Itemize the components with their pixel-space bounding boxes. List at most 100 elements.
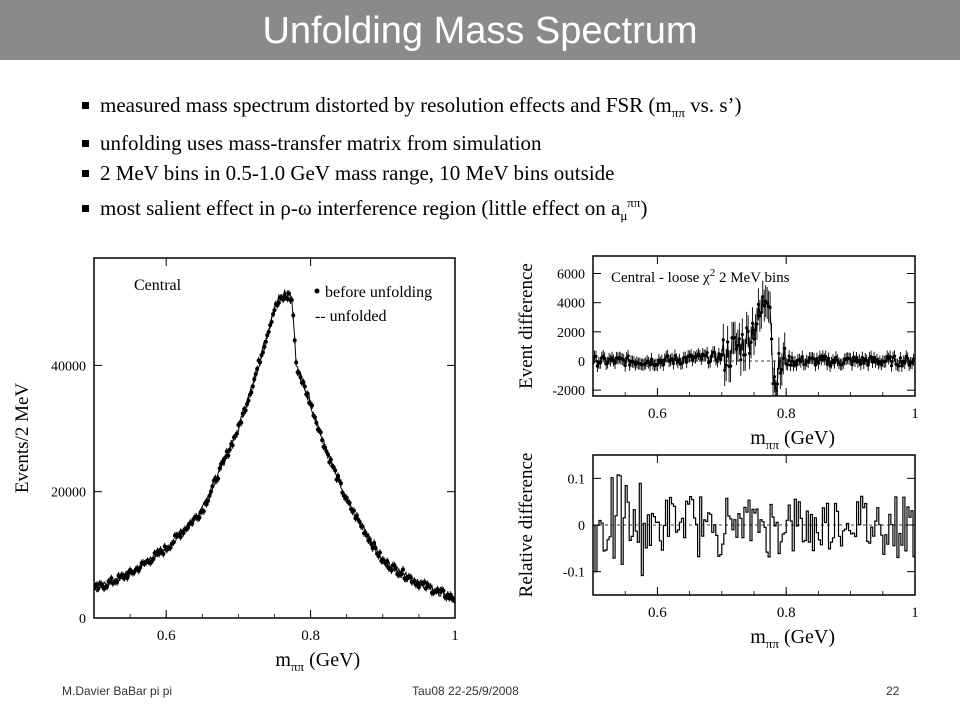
data-point bbox=[258, 360, 263, 365]
data-point bbox=[298, 375, 303, 380]
data-point bbox=[336, 473, 341, 478]
data-point bbox=[210, 484, 215, 489]
data-point bbox=[399, 572, 404, 577]
y-tick-label: -0.1 bbox=[563, 566, 585, 581]
x-axis-label: mππ (GeV) bbox=[750, 626, 835, 651]
x-label-sub: ππ bbox=[766, 636, 780, 651]
data-point bbox=[96, 586, 101, 591]
x-tick-label: 0.6 bbox=[648, 605, 667, 621]
data-point bbox=[347, 500, 352, 505]
x-tick-label: 1 bbox=[911, 406, 919, 422]
data-point bbox=[364, 533, 369, 538]
x-label-sub: ππ bbox=[291, 659, 305, 674]
data-point bbox=[217, 466, 222, 471]
panel-label-sup: 2 bbox=[710, 267, 716, 279]
bullet-item: most salient effect in ρ-ω interference … bbox=[82, 188, 742, 231]
x-label-sub: ππ bbox=[766, 437, 780, 452]
bullet-square-icon bbox=[82, 102, 89, 109]
data-point bbox=[453, 599, 455, 604]
data-point bbox=[230, 443, 235, 448]
legend-label-before: before unfolding bbox=[325, 284, 432, 301]
data-point bbox=[255, 366, 260, 371]
y-axis-label: Event difference bbox=[516, 263, 537, 389]
data-point bbox=[367, 537, 372, 542]
x-label-base: m bbox=[750, 427, 766, 449]
data-point bbox=[115, 580, 120, 585]
y-tick-label: 40000 bbox=[51, 359, 86, 374]
legend-label-unfolded: -- unfolded bbox=[315, 308, 387, 325]
footer-conference: Tau08 22-25/9/2008 bbox=[412, 684, 519, 698]
data-point bbox=[377, 550, 382, 555]
x-tick-label: 0.6 bbox=[648, 406, 667, 422]
data-point bbox=[197, 515, 202, 520]
data-point bbox=[325, 452, 330, 457]
bullet-item: 2 MeV bins in 0.5-1.0 GeV mass range, 10… bbox=[82, 158, 742, 188]
y-axis-label: Relative difference bbox=[516, 453, 537, 598]
data-point bbox=[370, 546, 375, 551]
data-point bbox=[441, 588, 446, 593]
data-point bbox=[289, 298, 294, 303]
x-label-unit: (GeV) bbox=[304, 649, 360, 671]
y-tick-label: 4000 bbox=[557, 297, 585, 312]
panel-label-main: Central - loose χ bbox=[611, 270, 710, 286]
data-point bbox=[269, 319, 274, 324]
data-point bbox=[151, 556, 156, 561]
data-point bbox=[201, 509, 206, 514]
data-point bbox=[253, 371, 258, 376]
data-point bbox=[240, 411, 245, 416]
data-point bbox=[171, 540, 176, 545]
data-point bbox=[104, 584, 109, 589]
data-point bbox=[223, 455, 228, 460]
data-point bbox=[320, 438, 325, 443]
data-point bbox=[314, 420, 319, 425]
data-point bbox=[373, 546, 378, 551]
x-tick-label: 0.6 bbox=[157, 628, 176, 644]
data-point bbox=[125, 576, 130, 581]
series-line-unfolded bbox=[94, 288, 455, 602]
y-tick-label: -2000 bbox=[552, 384, 585, 399]
data-point bbox=[328, 457, 333, 462]
x-tick-label: 0.8 bbox=[301, 628, 320, 644]
bullet-square-icon bbox=[82, 205, 89, 213]
data-point bbox=[305, 391, 310, 396]
data-point bbox=[109, 576, 114, 581]
data-point bbox=[285, 296, 290, 301]
y-tick-label: 0 bbox=[578, 519, 585, 534]
data-point bbox=[393, 565, 398, 570]
data-point bbox=[389, 568, 394, 573]
data-point bbox=[286, 291, 291, 296]
bullet-square-icon bbox=[82, 170, 89, 178]
x-label-unit: (GeV) bbox=[779, 427, 835, 449]
legend-marker-dot bbox=[314, 288, 320, 294]
x-tick-label: 0.8 bbox=[777, 605, 796, 621]
x-label-base: m bbox=[275, 649, 291, 671]
data-point bbox=[260, 350, 265, 355]
data-point bbox=[249, 390, 254, 395]
data-point bbox=[178, 535, 183, 540]
data-point bbox=[272, 308, 277, 313]
data-point bbox=[302, 384, 307, 389]
data-point bbox=[913, 358, 915, 363]
panel-label-post: 2 MeV bins bbox=[715, 270, 789, 286]
x-axis-label: mππ (GeV) bbox=[275, 649, 360, 674]
series-line-event-difference bbox=[593, 296, 915, 396]
x-axis-label: mππ (GeV) bbox=[750, 427, 835, 452]
data-point bbox=[310, 403, 315, 408]
series-line-relative-difference bbox=[593, 474, 915, 577]
data-point bbox=[227, 447, 232, 452]
data-point bbox=[226, 453, 231, 458]
bullet-item: measured mass spectrum distorted by reso… bbox=[82, 90, 742, 128]
y-tick-label: 0.1 bbox=[568, 472, 586, 487]
data-point bbox=[161, 551, 166, 556]
x-label-base: m bbox=[750, 626, 766, 648]
data-point bbox=[333, 468, 338, 473]
series-points-before-unfolding bbox=[94, 290, 455, 605]
data-point bbox=[243, 408, 248, 413]
data-point bbox=[338, 481, 343, 486]
data-point bbox=[234, 431, 239, 436]
data-point bbox=[252, 377, 257, 382]
y-axis-label: Events/2 MeV bbox=[12, 383, 33, 494]
data-point bbox=[428, 584, 433, 589]
footer-page-number: 22 bbox=[886, 684, 900, 698]
bullet-list: measured mass spectrum distorted by reso… bbox=[82, 90, 742, 231]
